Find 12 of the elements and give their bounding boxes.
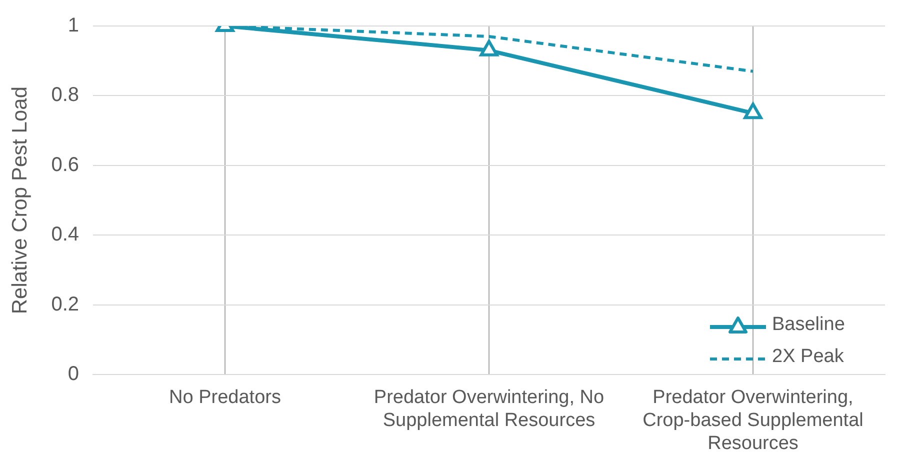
legend-label: Baseline: [772, 314, 845, 336]
x-tick-label: No Predators: [169, 387, 281, 408]
y-tick-label: 0.2: [51, 293, 80, 316]
y-tick-label: 1: [68, 14, 80, 37]
y-tick-label: 0.8: [51, 84, 80, 106]
legend-label: 2X Peak: [772, 346, 844, 368]
y-tick-label: 0.4: [51, 224, 80, 246]
x-tick-label: Predator Overwintering, No Supplemental Resources: [374, 387, 604, 432]
x-tick-label: Predator Overwintering, Crop-based Supplemental Resources: [642, 387, 864, 454]
y-axis-title: Relative Crop Pest Load: [8, 86, 32, 314]
y-tick-label: 0.6: [51, 154, 80, 176]
y-tick-label: 0: [68, 363, 80, 386]
